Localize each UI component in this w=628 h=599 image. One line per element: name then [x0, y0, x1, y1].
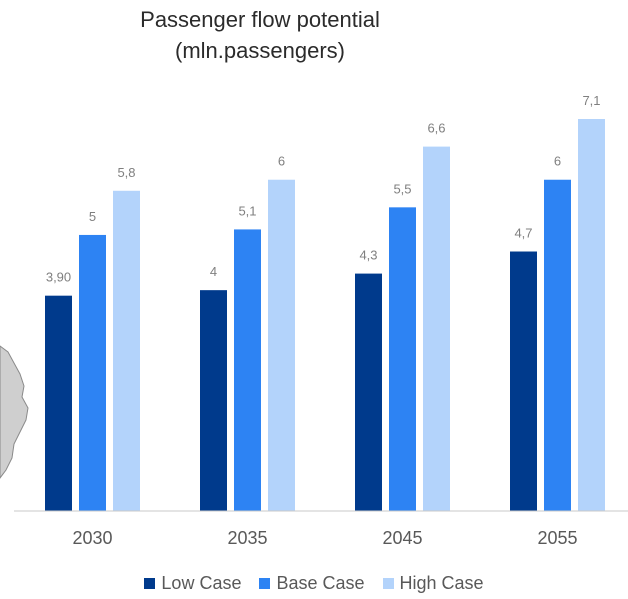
legend: Low Case Base Case High Case — [0, 573, 628, 594]
legend-item-base-case: Base Case — [259, 573, 365, 594]
bar-low-case-2035 — [200, 290, 227, 511]
bar-high-case-2035 — [268, 179, 295, 511]
legend-item-high-case: High Case — [382, 573, 484, 594]
data-label-base-case-2030: 5 — [89, 209, 96, 224]
chart-title-line: Passenger flow potential — [140, 7, 380, 32]
x-tick-label-2045: 2045 — [382, 528, 422, 548]
x-tick-label-2035: 2035 — [227, 528, 267, 548]
legend-label-high-case: High Case — [399, 573, 484, 593]
bar-base-case-2030 — [79, 234, 106, 511]
bar-high-case-2030 — [113, 190, 140, 511]
x-tick-label-2055: 2055 — [537, 528, 577, 548]
legend-label-base-case: Base Case — [276, 573, 365, 593]
bar-low-case-2055 — [510, 251, 537, 511]
bar-base-case-2035 — [234, 229, 261, 511]
data-label-high-case-2035: 6 — [278, 154, 285, 169]
x-tick-labels-layer: 2030 2035 2045 2055 — [72, 528, 577, 548]
legend-swatch-low-case — [144, 578, 156, 589]
chart-subtitle: (mln.passengers) — [175, 38, 345, 63]
data-label-high-case-2055: 7,1 — [582, 93, 600, 108]
data-label-base-case-2055: 6 — [554, 154, 561, 169]
legend-label-low-case: Low Case — [161, 573, 242, 593]
bar-low-case-2045 — [355, 273, 382, 511]
legend-swatch-base-case — [259, 578, 271, 589]
data-label-low-case-2045: 4,3 — [359, 248, 377, 263]
data-label-base-case-2045: 5,5 — [393, 181, 411, 196]
bar-base-case-2055 — [544, 179, 571, 511]
bars-layer — [45, 119, 605, 512]
bar-low-case-2030 — [45, 295, 72, 511]
bar-base-case-2045 — [389, 207, 416, 512]
data-label-high-case-2045: 6,6 — [427, 121, 445, 136]
bar-high-case-2045 — [423, 146, 450, 511]
data-label-base-case-2035: 5,1 — [238, 203, 256, 218]
legend-swatch-high-case — [382, 578, 394, 589]
data-label-low-case-2030: 3,90 — [46, 270, 71, 285]
value-labels-layer: 3,90 5 5,8 4 5,1 6 4,3 5,5 6,6 4,7 6 7,1 — [46, 93, 601, 285]
x-tick-label-2030: 2030 — [72, 528, 112, 548]
data-label-low-case-2035: 4 — [210, 264, 217, 279]
legend-item-low-case: Low Case — [144, 573, 241, 594]
map-decoration — [0, 345, 29, 479]
bar-high-case-2055 — [578, 119, 605, 511]
data-label-high-case-2030: 5,8 — [117, 165, 135, 180]
chart-title: Passenger flow potential (mln.passengers… — [0, 4, 520, 66]
data-label-low-case-2055: 4,7 — [514, 226, 532, 241]
